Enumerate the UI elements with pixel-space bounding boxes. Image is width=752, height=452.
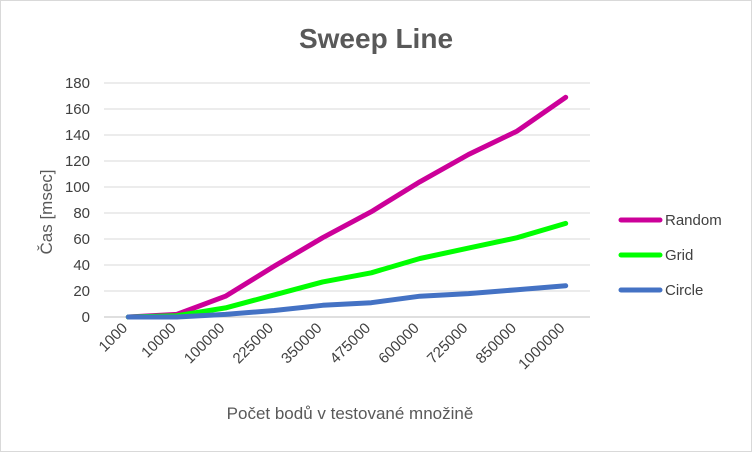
series-line-grid xyxy=(125,220,569,320)
y-tick-label: 140 xyxy=(65,127,90,144)
x-tick-label: 600000 xyxy=(375,320,422,367)
x-tick-label: 1000000 xyxy=(515,320,568,373)
x-axis-ticks: 1000 10000 100000 225000 350000 475000 600000 7… xyxy=(96,320,569,373)
y-tick-label: 80 xyxy=(73,205,90,222)
y-axis-label: Čas [msec] xyxy=(37,169,56,254)
y-tick-label: 180 xyxy=(65,75,90,92)
x-tick-label: 10000 xyxy=(138,320,180,362)
x-tick-label: 350000 xyxy=(278,320,325,367)
x-axis-label: Počet bodů v testované množině xyxy=(227,404,474,423)
series-lines xyxy=(125,94,569,320)
y-tick-label: 120 xyxy=(65,153,90,170)
legend: Random Grid Circle xyxy=(618,212,722,299)
y-tick-label: 0 xyxy=(82,309,90,326)
y-tick-label: 20 xyxy=(73,283,90,300)
chart-title: Sweep Line xyxy=(299,23,453,54)
series-line-random xyxy=(125,94,569,320)
y-tick-label: 160 xyxy=(65,101,90,118)
y-axis-ticks: 0 20 40 60 80 100 120 140 160 180 xyxy=(65,75,90,326)
y-tick-label: 100 xyxy=(65,179,90,196)
legend-label-grid: Grid xyxy=(665,247,693,264)
y-tick-label: 40 xyxy=(73,257,90,274)
legend-label-random: Random xyxy=(665,212,722,229)
x-tick-label: 225000 xyxy=(230,320,277,367)
y-tick-label: 60 xyxy=(73,231,90,248)
x-tick-label: 850000 xyxy=(473,320,520,367)
series-line-circle xyxy=(125,283,569,320)
x-tick-label: 1000 xyxy=(96,320,132,356)
x-tick-label: 725000 xyxy=(424,320,471,367)
x-tick-label: 475000 xyxy=(327,320,374,367)
x-tick-label: 100000 xyxy=(181,320,228,367)
legend-label-circle: Circle xyxy=(665,282,703,299)
gridlines xyxy=(104,82,590,318)
